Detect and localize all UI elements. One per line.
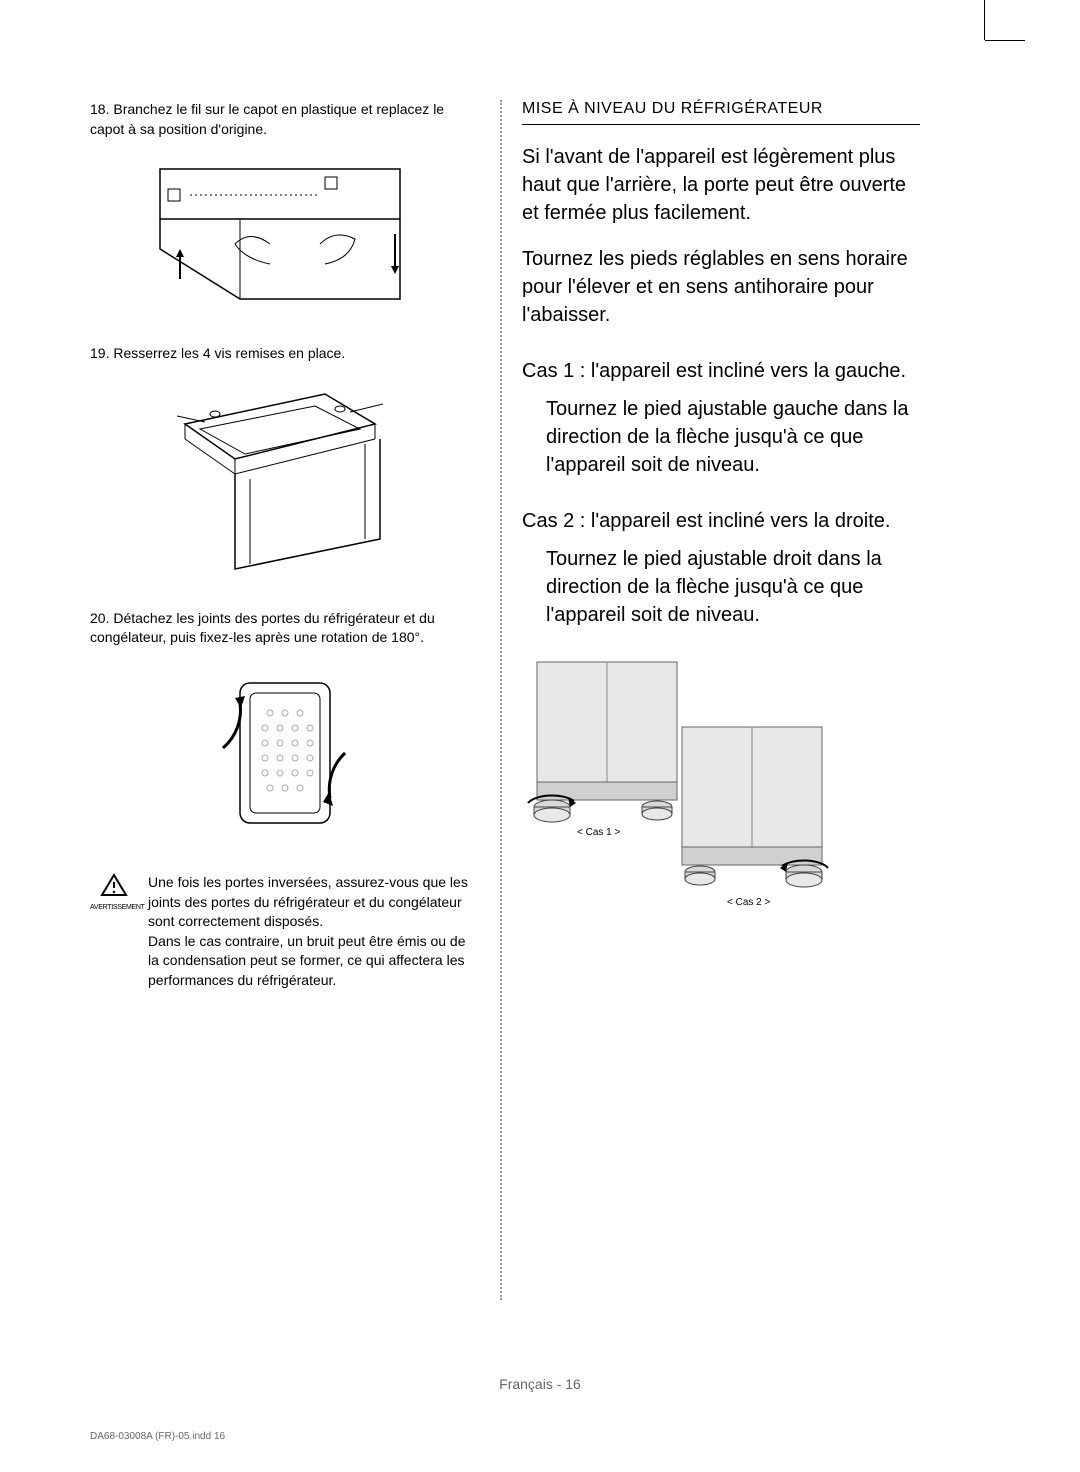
leveling-figure [522, 657, 842, 917]
figure-step-18 [150, 159, 410, 309]
page-number: Français - 16 [0, 1376, 1080, 1392]
step-18-text: 18. Branchez le ﬁl sur le capot en plast… [90, 100, 470, 139]
step-20-text: 20. Détachez les joints des portes du ré… [90, 609, 470, 648]
left-column: 18. Branchez le ﬁl sur le capot en plast… [90, 100, 480, 1300]
page-content: 18. Branchez le ﬁl sur le capot en plast… [90, 100, 990, 1300]
intro-para-1: Si l'avant de l'appareil est légèrement … [522, 143, 920, 227]
warning-block: AVERTISSEMENT Une fois les portes invers… [90, 873, 470, 991]
case-1-label: < Cas 1 > [577, 827, 620, 838]
warning-label: AVERTISSEMENT [90, 904, 138, 911]
step-19-text: 19. Resserrez les 4 vis remises en place… [90, 344, 470, 364]
figure-step-19 [165, 384, 395, 574]
case-figures: < Cas 1 > < Cas 2 > [522, 657, 842, 937]
case-1-heading: Cas 1 : l'appareil est incliné vers la g… [522, 357, 920, 385]
crop-mark [985, 40, 1025, 41]
figure-step-20 [205, 668, 355, 838]
section-title: MISE À NIVEAU DU RÉFRIGÉRATEUR [522, 100, 920, 125]
warning-icon [100, 873, 128, 897]
warning-text: Une fois les portes inversées, assurez-v… [148, 873, 470, 991]
case-2-label: < Cas 2 > [727, 897, 770, 908]
case-2-body: Tournez le pied ajustable droit dans la … [522, 545, 920, 629]
warning-icon-wrap: AVERTISSEMENT [90, 873, 138, 911]
crop-mark [984, 0, 985, 40]
right-column: MISE À NIVEAU DU RÉFRIGÉRATEUR Si l'avan… [500, 100, 920, 1300]
footer-imprint: DA68-03008A (FR)-05.indd 16 [90, 1431, 225, 1442]
intro-para-2: Tournez les pieds réglables en sens hora… [522, 245, 920, 329]
case-1-body: Tournez le pied ajustable gauche dans la… [522, 395, 920, 479]
case-2-heading: Cas 2 : l'appareil est incliné vers la d… [522, 507, 920, 535]
